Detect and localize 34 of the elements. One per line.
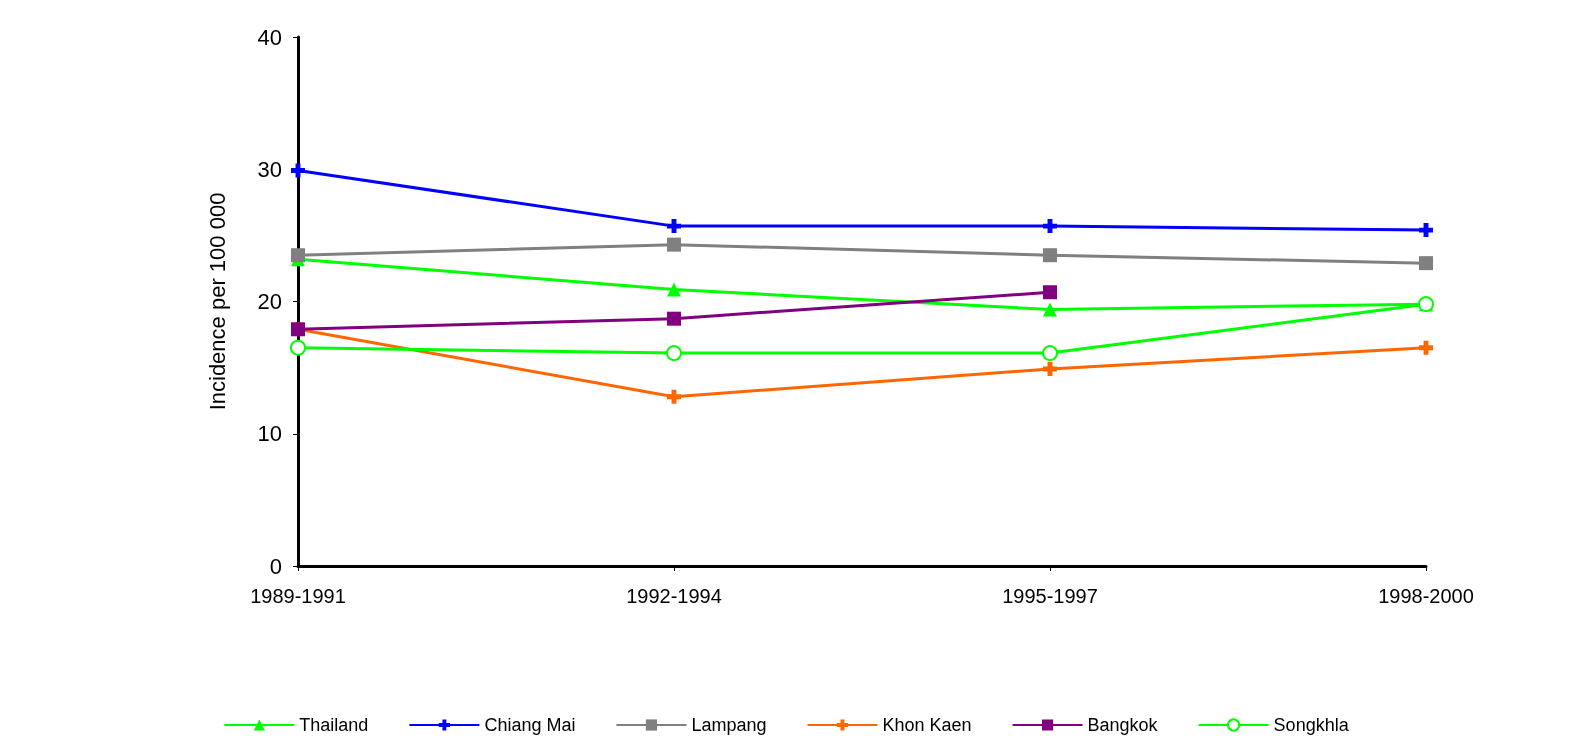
y-tick-label: 20 (257, 289, 282, 314)
point (667, 389, 681, 404)
point (667, 282, 681, 297)
y-axis-title: Incidence per 100 000 (204, 192, 230, 411)
y-tick-label: 40 (257, 24, 282, 50)
point (1043, 285, 1057, 300)
point (291, 248, 305, 263)
point (290, 339, 306, 356)
y-tick-label: 30 (257, 156, 282, 182)
legend-label: Khon Kaen (882, 715, 972, 735)
point (667, 237, 681, 252)
x-tick-label: 1989-1991 (250, 585, 346, 607)
x-tick-label: 1995-1997 (1002, 585, 1098, 607)
legend-label: Thailand (299, 715, 369, 735)
point (1043, 361, 1057, 376)
legend-label: Lampang (691, 715, 767, 735)
point (291, 163, 305, 178)
point (1419, 223, 1433, 238)
point (667, 311, 681, 326)
x-tick-label: 1992-1994 (626, 585, 722, 607)
point (666, 345, 682, 362)
point (1043, 248, 1057, 263)
point (1043, 219, 1057, 234)
point (1419, 256, 1433, 271)
legend-label: Chiang Mai (484, 715, 576, 735)
point (1043, 302, 1057, 317)
point (1042, 345, 1058, 362)
legend-label: Songkhla (1273, 715, 1350, 735)
point (1419, 340, 1433, 355)
y-tick-label: 0 (269, 553, 282, 579)
legend-label: Bangkok (1087, 715, 1159, 735)
y-tick-label: 10 (257, 421, 282, 447)
point (667, 219, 681, 234)
x-tick-label: 1998-2000 (1378, 585, 1474, 607)
